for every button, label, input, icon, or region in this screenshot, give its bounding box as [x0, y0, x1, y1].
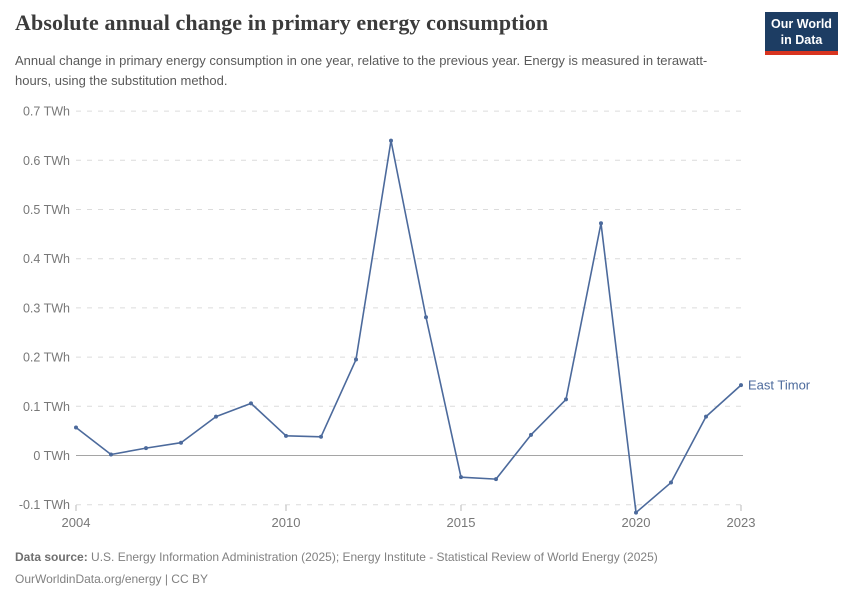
y-axis-label: 0.2 TWh [23, 351, 70, 365]
x-axis-label: 2015 [447, 515, 476, 530]
data-point-2010[interactable] [284, 433, 288, 438]
x-axis-label: 2023 [727, 515, 756, 530]
chart-subtitle: Annual change in primary energy consumpt… [15, 53, 708, 88]
x-axis-label: 2020 [622, 515, 651, 530]
data-point-2009[interactable] [249, 401, 253, 406]
data-point-2018[interactable] [564, 397, 568, 402]
y-axis-label: 0.3 TWh [23, 301, 70, 315]
x-axis-label: 2004 [62, 515, 91, 530]
chart-footer: Data source: U.S. Energy Information Adm… [15, 546, 835, 590]
line-east-timor[interactable] [75, 139, 742, 514]
data-point-2022[interactable] [704, 414, 708, 419]
data-point-2005[interactable] [109, 452, 113, 457]
data-point-2021[interactable] [669, 480, 673, 485]
x-axis-label: 2010 [272, 515, 301, 530]
data-point-2019[interactable] [599, 221, 603, 226]
owid-logo[interactable]: Our World in Data [765, 12, 838, 55]
page-title: Absolute annual change in primary energy… [15, 10, 549, 35]
owid-logo-line1: Our World [771, 17, 832, 31]
y-axis-label: 0.7 TWh [23, 105, 70, 119]
data-point-2012[interactable] [354, 357, 358, 362]
y-axis-label: 0.5 TWh [23, 203, 70, 217]
data-point-2015[interactable] [459, 475, 463, 480]
data-point-2006[interactable] [144, 446, 148, 451]
data-point-2008[interactable] [214, 414, 218, 419]
y-axis-label: 0.1 TWh [23, 400, 70, 414]
license-line[interactable]: OurWorldinData.org/energy | CC BY [15, 572, 208, 586]
y-axis-label: 0.4 TWh [23, 252, 70, 266]
owid-logo-line2: in Data [780, 33, 823, 47]
y-axis-label: -0.1 TWh [19, 498, 70, 512]
y-axis-label: 0.6 TWh [23, 154, 70, 168]
data-point-2011[interactable] [319, 434, 323, 439]
data-point-2016[interactable] [494, 477, 498, 482]
data-point-2023[interactable] [739, 383, 743, 388]
series-label-east-timor[interactable]: East Timor [748, 378, 811, 393]
data-point-2007[interactable] [179, 440, 183, 445]
y-axis-label: 0 TWh [33, 449, 70, 463]
data-point-2014[interactable] [424, 315, 428, 320]
data-point-2004[interactable] [74, 425, 78, 430]
data-point-2020[interactable] [634, 510, 638, 515]
line-chart-canvas: -0.1 TWh 0 TWh 0.1 TWh 0.2 TWh 0.3 TWh 0.4 TW… [19, 105, 811, 530]
data-source-label: Data source: [15, 550, 88, 564]
data-source-text: U.S. Energy Information Administration (… [87, 550, 658, 564]
data-point-2013[interactable] [389, 138, 393, 143]
data-source-line: Data source: U.S. Energy Information Adm… [15, 546, 835, 568]
data-point-2017[interactable] [529, 432, 533, 437]
